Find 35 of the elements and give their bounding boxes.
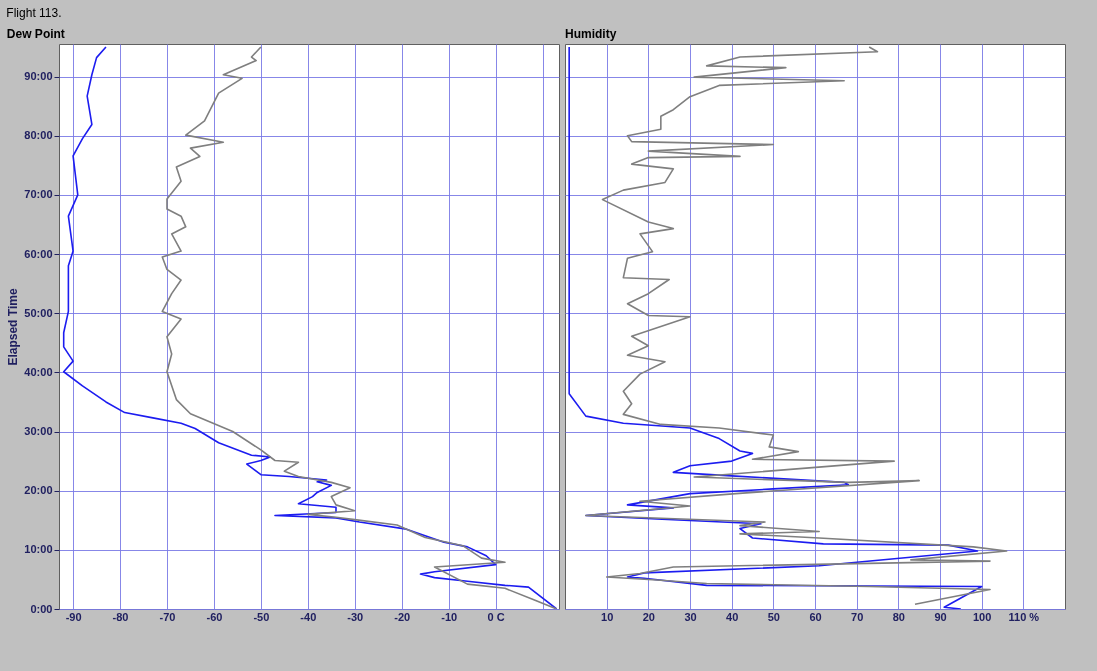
x-tick-label: 80 (892, 610, 905, 623)
y-tick-label: 30:00 (24, 425, 53, 438)
x-tick-label: -60 (206, 610, 223, 623)
y-tick-label: 50:00 (24, 306, 53, 319)
y-tick-label: 70:00 (24, 188, 53, 201)
chart-title: Flight 113. (6, 5, 62, 20)
x-tick-label: -50 (253, 610, 270, 623)
y-tick-label: 80:00 (24, 129, 53, 142)
x-tick-label: -70 (159, 610, 176, 623)
y-tick-label: 20:00 (24, 484, 53, 497)
y-tick-label: 40:00 (24, 365, 53, 378)
chart-subtitle: Dew Point (6, 27, 65, 41)
x-tick-label: 90 (934, 610, 947, 623)
x-tick-label: -30 (347, 610, 364, 623)
chart-title: Humidity (565, 27, 617, 41)
x-tick-label: -90 (65, 610, 82, 623)
x-tick-label: 100 (972, 610, 992, 623)
x-tick-label: 0 C (487, 610, 505, 623)
x-tick-label: 30 (684, 610, 697, 623)
x-tick-label: 40 (726, 610, 739, 623)
x-tick-label: 70 (851, 610, 864, 623)
y-tick-label: 10:00 (24, 543, 53, 556)
x-tick-label: 110 % (1008, 610, 1040, 623)
x-tick-label: -80 (112, 610, 129, 623)
y-axis-title: Elapsed Time (6, 288, 21, 366)
x-tick-label: 50 (767, 610, 780, 623)
x-tick-label: -20 (394, 610, 411, 623)
x-tick-label: 60 (809, 610, 822, 623)
x-tick-label: -40 (300, 610, 317, 623)
x-tick-label: 20 (642, 610, 655, 623)
y-tick-label: 90:00 (24, 70, 53, 83)
x-tick-label: 10 (601, 610, 614, 623)
y-tick-label: 60:00 (24, 247, 53, 260)
y-tick-label: 0:00 (30, 602, 53, 615)
x-tick-label: -10 (441, 610, 458, 623)
